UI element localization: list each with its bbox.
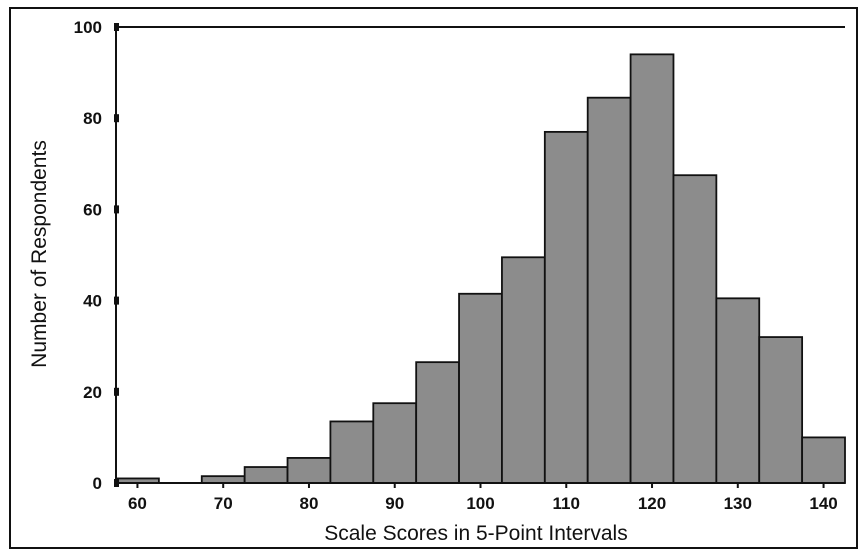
x-tick-label-140: 140 xyxy=(809,494,837,513)
bar-75 xyxy=(243,466,289,484)
y-tick-60 xyxy=(114,205,119,214)
bar-90 xyxy=(372,402,418,484)
y-tick-40 xyxy=(114,296,119,305)
bar-135 xyxy=(758,336,804,484)
x-tick-label-90: 90 xyxy=(385,494,404,513)
bar-115 xyxy=(586,96,632,484)
y-tick-80 xyxy=(114,114,119,123)
bar-85 xyxy=(329,420,375,484)
y-tick-0 xyxy=(114,479,119,487)
x-tick-label-100: 100 xyxy=(466,494,494,513)
y-tick-label-60: 60 xyxy=(83,200,102,219)
x-tick-label-80: 80 xyxy=(300,494,319,513)
bar-120 xyxy=(629,53,675,484)
bar-125 xyxy=(672,174,718,484)
y-axis-title: Number of Respondents xyxy=(28,140,51,368)
bar-130 xyxy=(715,297,761,484)
y-tick-label-80: 80 xyxy=(83,109,102,128)
x-tick-label-70: 70 xyxy=(214,494,233,513)
y-tick-label-100: 100 xyxy=(74,18,102,37)
ticks-group: 0 20 40 60 80 100 60 70 80 90 100 110 120 130 140 xyxy=(74,18,838,513)
y-tick-label-0: 0 xyxy=(93,474,102,493)
y-tick-label-40: 40 xyxy=(83,292,102,311)
x-tick-label-60: 60 xyxy=(128,494,147,513)
y-tick-label-20: 20 xyxy=(83,383,102,402)
bar-95 xyxy=(415,361,460,484)
x-tick-label-110: 110 xyxy=(553,494,580,513)
bar-100 xyxy=(458,292,503,484)
y-tick-20 xyxy=(114,387,119,396)
bar-80 xyxy=(286,457,332,484)
bar-140 xyxy=(801,436,846,484)
x-tick-label-130: 130 xyxy=(724,494,752,513)
x-axis-title: Scale Scores in 5-Point Intervals xyxy=(324,522,627,545)
x-tick-label-120: 120 xyxy=(638,494,666,513)
bar-110 xyxy=(543,130,589,484)
bars-group xyxy=(115,53,846,484)
bar-105 xyxy=(501,256,546,484)
y-tick-100 xyxy=(114,23,119,31)
bar-70 xyxy=(200,475,246,484)
